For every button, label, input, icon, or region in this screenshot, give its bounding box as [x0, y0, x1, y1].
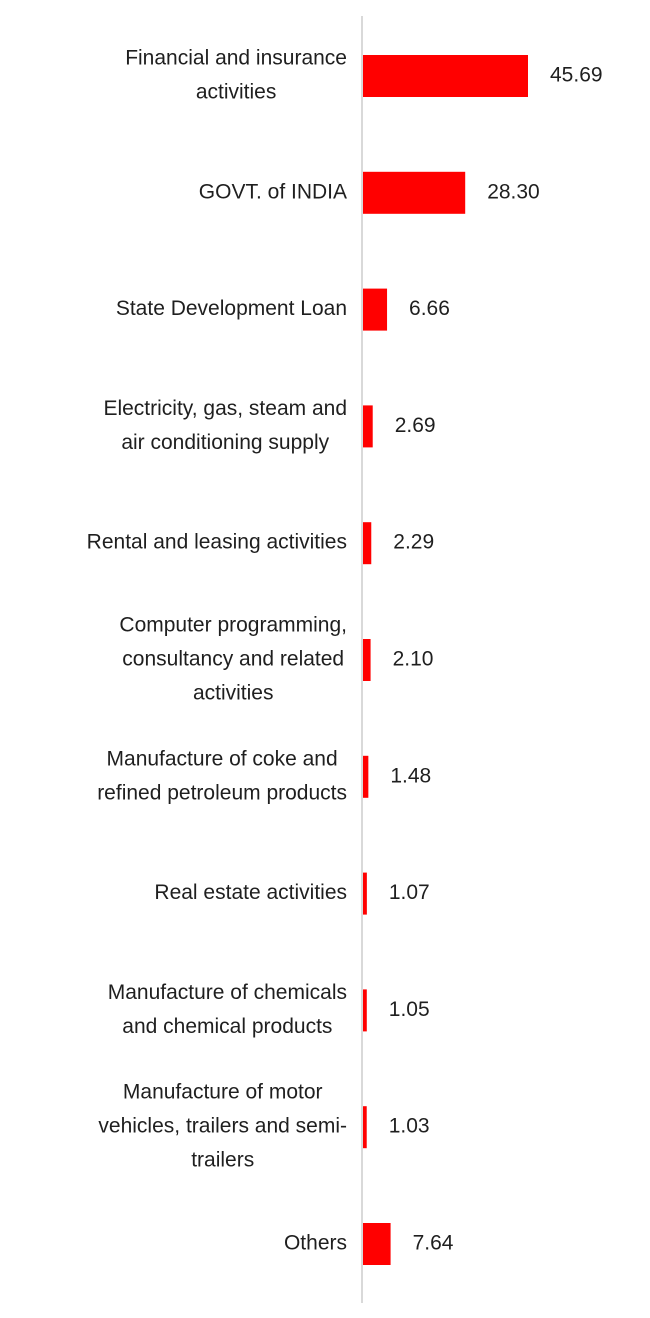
category-label: Computer programming, consultancy and rel…	[119, 614, 347, 705]
category-label-line: vehicles, trailers and semi-	[98, 1115, 347, 1138]
value-labels-group: 45.69 28.30 6.66 2.69 2.29 2.10 1.48 1.07 1.05 1.…	[389, 64, 603, 1255]
data-label: 28.30	[487, 180, 540, 203]
data-label: 7.64	[413, 1232, 454, 1255]
data-label: 1.05	[389, 998, 430, 1021]
bar	[363, 1223, 391, 1265]
data-label: 6.66	[409, 297, 450, 320]
data-label: 45.69	[550, 64, 603, 87]
category-label-line: Real estate activities	[154, 881, 347, 904]
data-label: 1.03	[389, 1115, 430, 1138]
category-label: Rental and leasing activities	[87, 531, 347, 554]
bar	[363, 405, 373, 448]
category-label: Manufacture of coke and refined petroleum…	[97, 747, 347, 804]
bar	[363, 639, 371, 681]
bar	[363, 989, 367, 1032]
bar	[363, 522, 372, 565]
bars-group	[363, 55, 528, 1265]
category-label-line: air conditioning supply	[121, 431, 329, 454]
category-labels-group: Financial and insurance activities GOVT. o…	[87, 47, 347, 1255]
category-label: Others	[284, 1232, 347, 1255]
category-label-line: activities	[193, 682, 274, 705]
category-label-line: Financial and insurance	[125, 47, 347, 70]
category-label-line: Computer programming,	[119, 614, 347, 637]
category-label-line: Manufacture of coke and	[107, 747, 338, 770]
bar	[363, 171, 466, 214]
category-label: Real estate activities	[154, 881, 347, 904]
category-label-line: GOVT. of INDIA	[199, 180, 347, 203]
category-label: Electricity, gas, steam and air condition…	[103, 397, 347, 454]
category-label: Manufacture of motor vehicles, trailers a…	[98, 1081, 347, 1172]
category-label-line: Manufacture of chemicals	[108, 981, 347, 1004]
category-label-line: Rental and leasing activities	[87, 531, 347, 554]
bar	[363, 755, 369, 798]
category-label-line: trailers	[191, 1149, 254, 1172]
bar	[363, 1106, 367, 1149]
data-label: 2.29	[393, 531, 434, 554]
category-label: State Development Loan	[116, 297, 347, 320]
category-label: Manufacture of chemicals and chemical pro…	[108, 981, 347, 1038]
data-label: 1.48	[390, 764, 431, 787]
bar	[363, 288, 388, 331]
category-label-line: Others	[284, 1232, 347, 1255]
data-label: 2.10	[393, 648, 434, 671]
bar	[363, 55, 528, 97]
data-label: 1.07	[389, 881, 430, 904]
category-label: GOVT. of INDIA	[199, 180, 347, 203]
category-label-line: State Development Loan	[116, 297, 347, 320]
category-label: Financial and insurance activities	[125, 47, 347, 104]
category-label-line: and chemical products	[122, 1015, 332, 1038]
category-label-line: Manufacture of motor	[123, 1081, 323, 1104]
data-label: 2.69	[395, 414, 436, 437]
category-label-line: Electricity, gas, steam and	[103, 397, 347, 420]
bar	[363, 872, 367, 915]
category-label-line: consultancy and related	[122, 648, 344, 671]
category-label-line: activities	[196, 81, 277, 104]
category-label-line: refined petroleum products	[97, 781, 347, 804]
